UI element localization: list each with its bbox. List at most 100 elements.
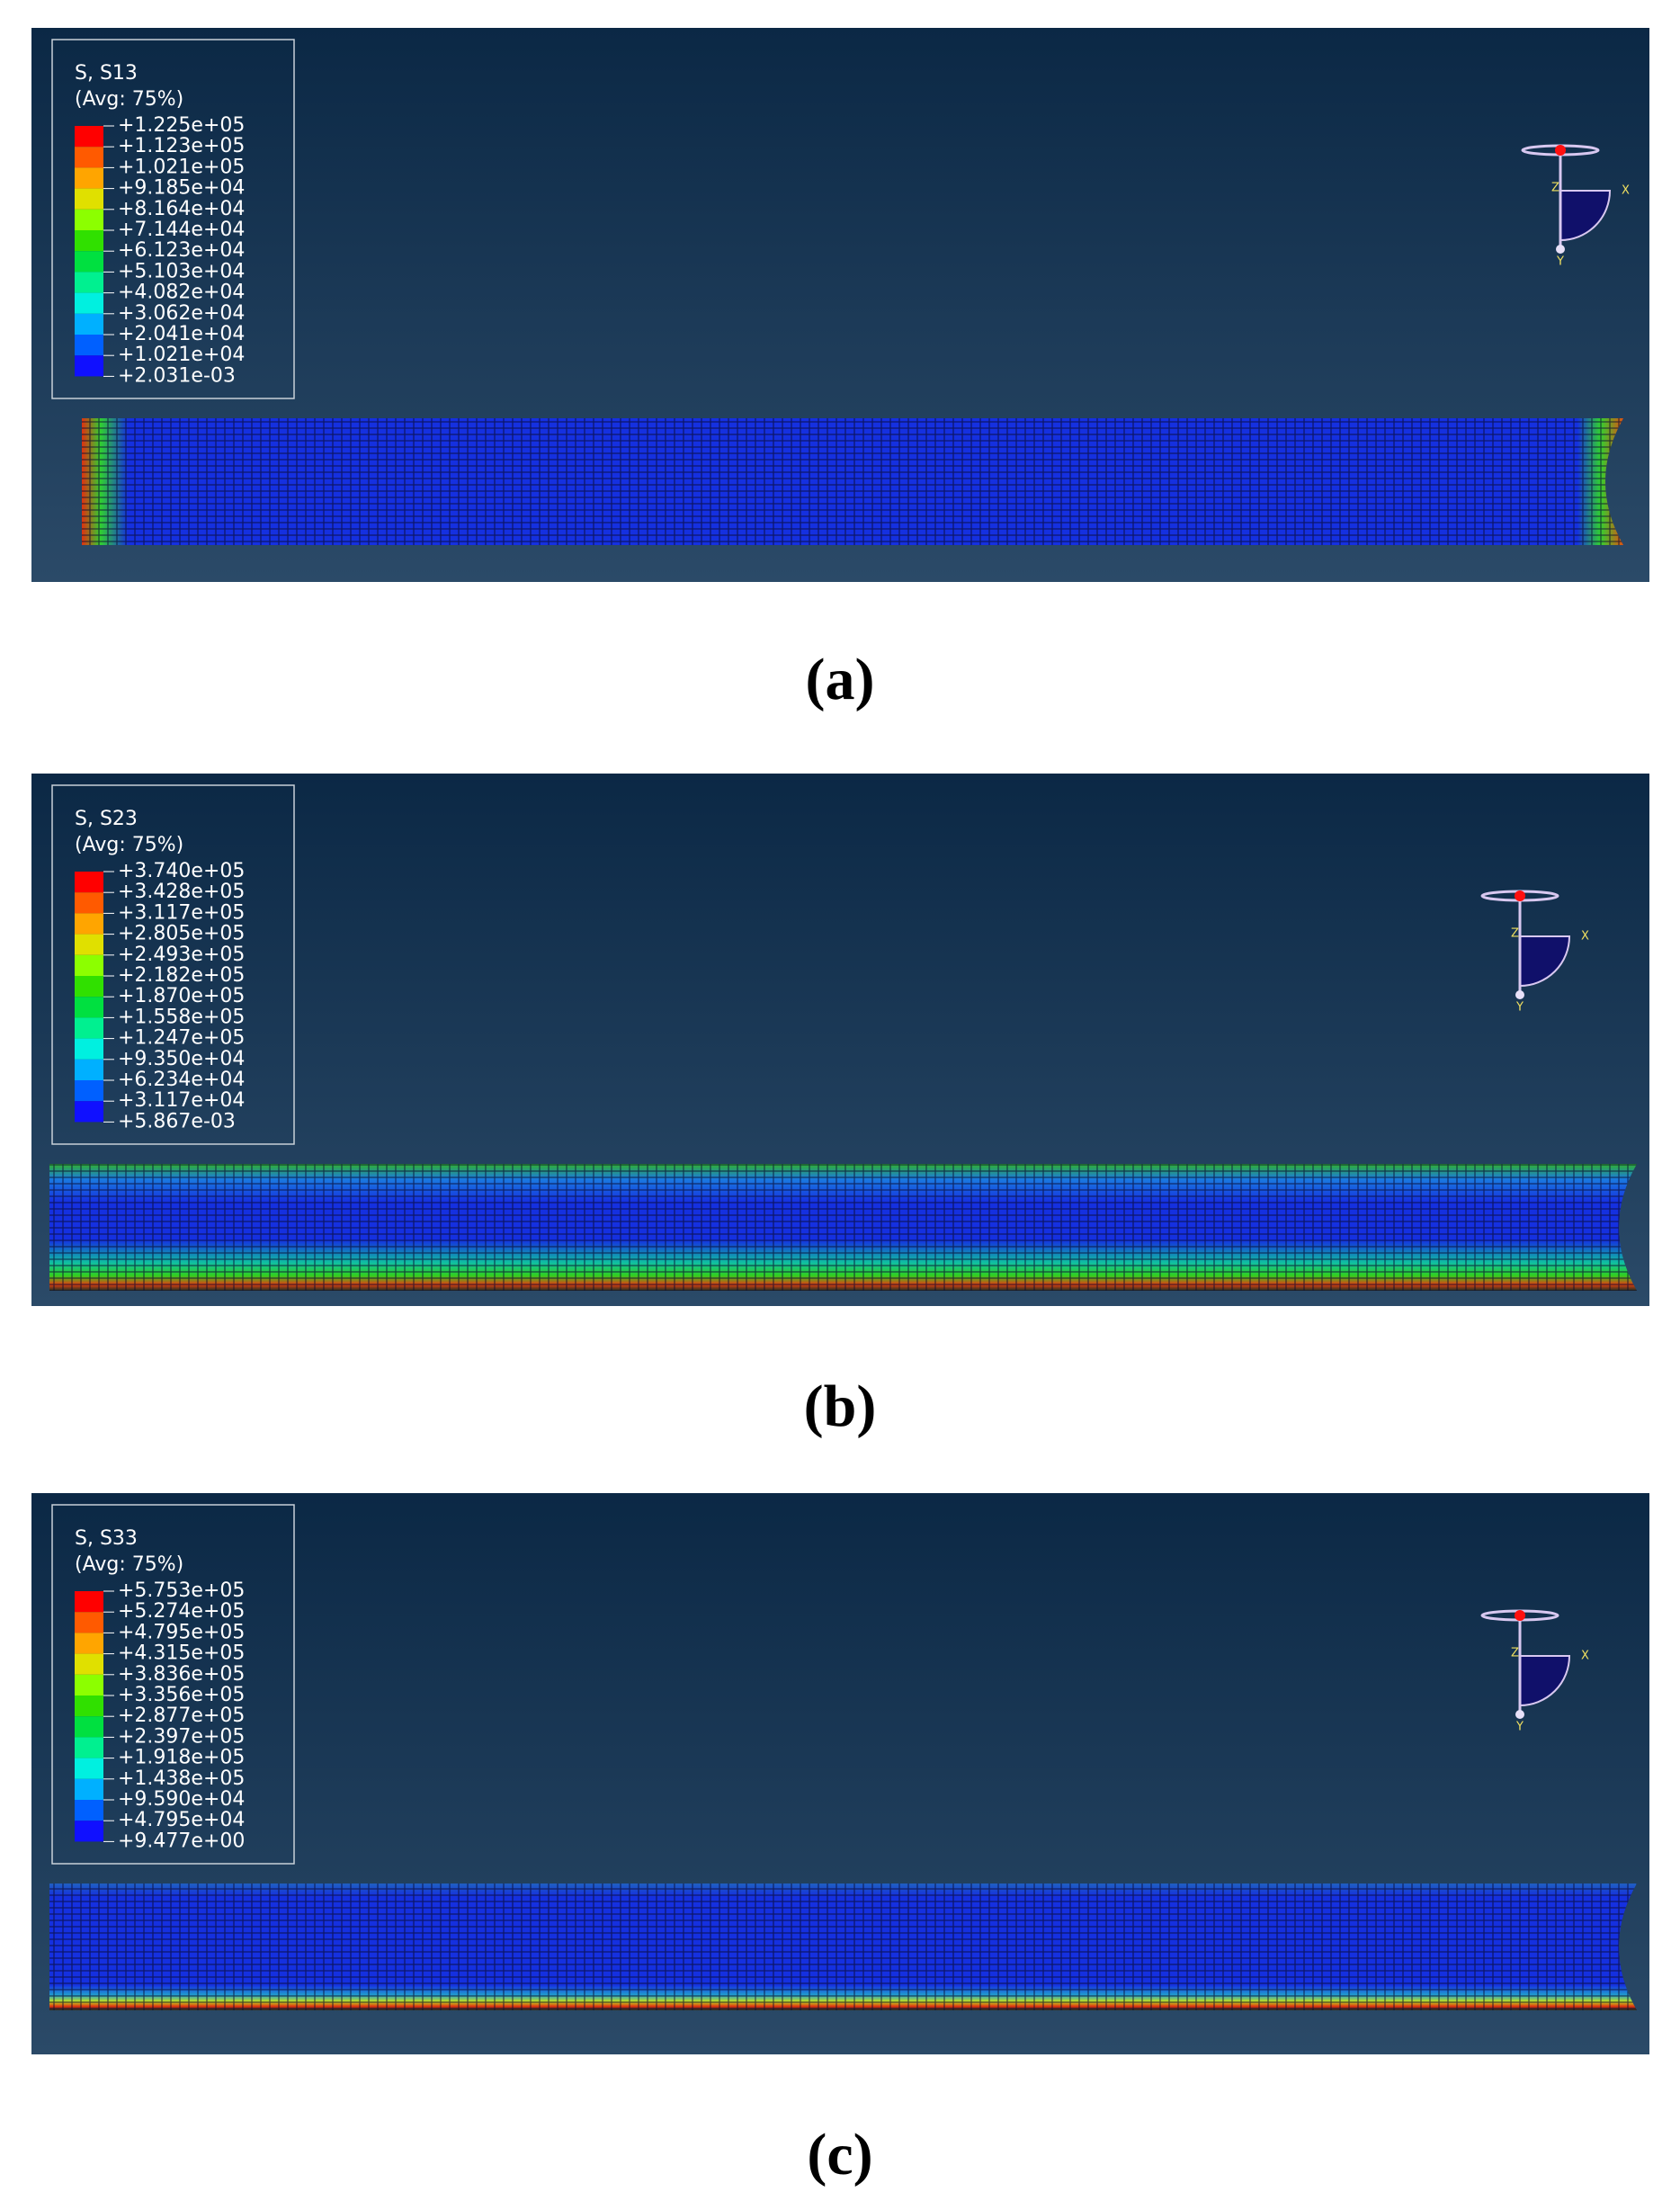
legend-title: S, S23 [75, 808, 138, 830]
legend-value: +1.021e+04 [118, 344, 245, 366]
legend-swatch [75, 1758, 103, 1779]
caption: (b) [804, 1373, 877, 1439]
legend-swatch [75, 1821, 103, 1842]
axis-label: X [1622, 184, 1630, 198]
legend-value: +4.795e+04 [118, 1809, 245, 1831]
legend-value: +5.753e+05 [118, 1579, 245, 1602]
legend-swatch [75, 872, 103, 893]
legend-swatch [75, 147, 103, 168]
legend-value: +3.836e+05 [118, 1663, 245, 1686]
legend-swatch [75, 976, 103, 998]
legend-value: +4.315e+05 [118, 1642, 245, 1665]
legend-value: +2.041e+04 [118, 323, 245, 345]
legend-value: +2.877e+05 [118, 1704, 245, 1727]
triad-quadrant [1519, 935, 1571, 988]
caption: (a) [806, 647, 875, 712]
legend-box [51, 39, 295, 399]
axis-label: Z [1511, 1647, 1519, 1660]
legend-swatch [75, 997, 103, 1018]
legend-swatch [75, 272, 103, 293]
beam-mesh [49, 1164, 1637, 1291]
legend-value: +5.867e-03 [118, 1110, 236, 1132]
legend-value: +5.103e+04 [118, 260, 245, 282]
legend-swatch [75, 188, 103, 210]
beam-mesh [82, 418, 1623, 545]
triad-quadrant [1559, 190, 1612, 242]
legend-swatch [75, 1591, 103, 1613]
triad-node [1515, 1710, 1524, 1719]
legend-swatch [75, 1674, 103, 1696]
legend-value: +4.082e+04 [118, 282, 245, 304]
beam-mesh [49, 1883, 1637, 2010]
legend-swatch [75, 355, 103, 377]
legend-value: +2.493e+05 [118, 944, 245, 966]
legend-swatch [75, 1038, 103, 1060]
legend-swatch [75, 892, 103, 914]
legend-swatch [75, 1696, 103, 1717]
triad-node [1515, 890, 1525, 901]
legend-swatch [75, 1059, 103, 1080]
triad-node [1555, 145, 1566, 156]
legend-value: +3.740e+05 [118, 860, 245, 882]
axis-label: Y [1556, 255, 1564, 269]
axis-label: Z [1511, 927, 1519, 941]
legend-value: +9.350e+04 [118, 1048, 245, 1070]
legend-value: +1.558e+05 [118, 1006, 245, 1028]
legend-swatch [75, 1800, 103, 1821]
legend-title: S, S33 [75, 1527, 138, 1550]
legend-value: +8.164e+04 [118, 198, 245, 220]
legend-swatch [75, 292, 103, 314]
legend-value: +9.185e+04 [118, 177, 245, 200]
legend-value: +2.031e-03 [118, 364, 236, 387]
legend-value: +1.123e+05 [118, 135, 245, 157]
legend-swatch [75, 934, 103, 955]
legend-value: +9.477e+00 [118, 1830, 245, 1852]
legend-swatch [75, 1612, 103, 1633]
legend-swatch [75, 1017, 103, 1039]
legend-box [51, 1504, 295, 1865]
legend-value: +2.805e+05 [118, 923, 245, 945]
legend-value: +6.123e+04 [118, 239, 245, 262]
legend-value: +6.234e+04 [118, 1069, 245, 1091]
legend-value: +3.356e+05 [118, 1684, 245, 1706]
triad-quadrant [1519, 1655, 1571, 1707]
legend-value: +3.428e+05 [118, 881, 245, 903]
legend-value: +3.117e+05 [118, 901, 245, 924]
legend-avg: (Avg: 75%) [75, 834, 183, 856]
legend-swatch [75, 1653, 103, 1675]
legend-value: +5.274e+05 [118, 1600, 245, 1623]
legend-value: +3.117e+04 [118, 1089, 245, 1112]
legend-value: +1.870e+05 [118, 985, 245, 1007]
axis-label: Y [1515, 1721, 1524, 1734]
legend-title: S, S13 [75, 62, 138, 85]
legend-value: +7.144e+04 [118, 219, 245, 241]
legend-swatch [75, 230, 103, 252]
legend-swatch [75, 913, 103, 935]
axis-label: Z [1551, 182, 1559, 195]
legend-value: +1.438e+05 [118, 1767, 245, 1790]
legend-swatch [75, 1778, 103, 1800]
legend-swatch [75, 954, 103, 976]
axis-label: Y [1515, 1001, 1524, 1015]
triad-node [1556, 245, 1565, 254]
legend-box [51, 784, 295, 1145]
legend-value: +3.062e+04 [118, 302, 245, 325]
legend-value: +1.918e+05 [118, 1747, 245, 1769]
triad-node [1515, 990, 1524, 999]
legend-swatch [75, 126, 103, 148]
legend-swatch [75, 313, 103, 335]
legend-avg: (Avg: 75%) [75, 1553, 183, 1576]
legend-swatch [75, 251, 103, 273]
axis-label: X [1581, 1650, 1589, 1663]
triad-node [1515, 1610, 1525, 1621]
viewport: S, S13(Avg: 75%)+1.225e+05+1.123e+05+1.0… [31, 28, 1649, 582]
legend-value: +9.590e+04 [118, 1788, 245, 1811]
legend-swatch [75, 1737, 103, 1758]
viewport: S, S33 (Avg: 75%) +5.753e+05+5.274e+05 +4.7… [31, 1493, 1649, 2054]
viewport: S, S23(Avg: 75%)+3.740e+05+3.428e+05+3.1… [31, 774, 1649, 1306]
legend-swatch [75, 167, 103, 189]
caption: (c) [807, 2122, 872, 2188]
legend-value: +2.182e+05 [118, 964, 245, 987]
legend-value: +2.397e+05 [118, 1725, 245, 1748]
